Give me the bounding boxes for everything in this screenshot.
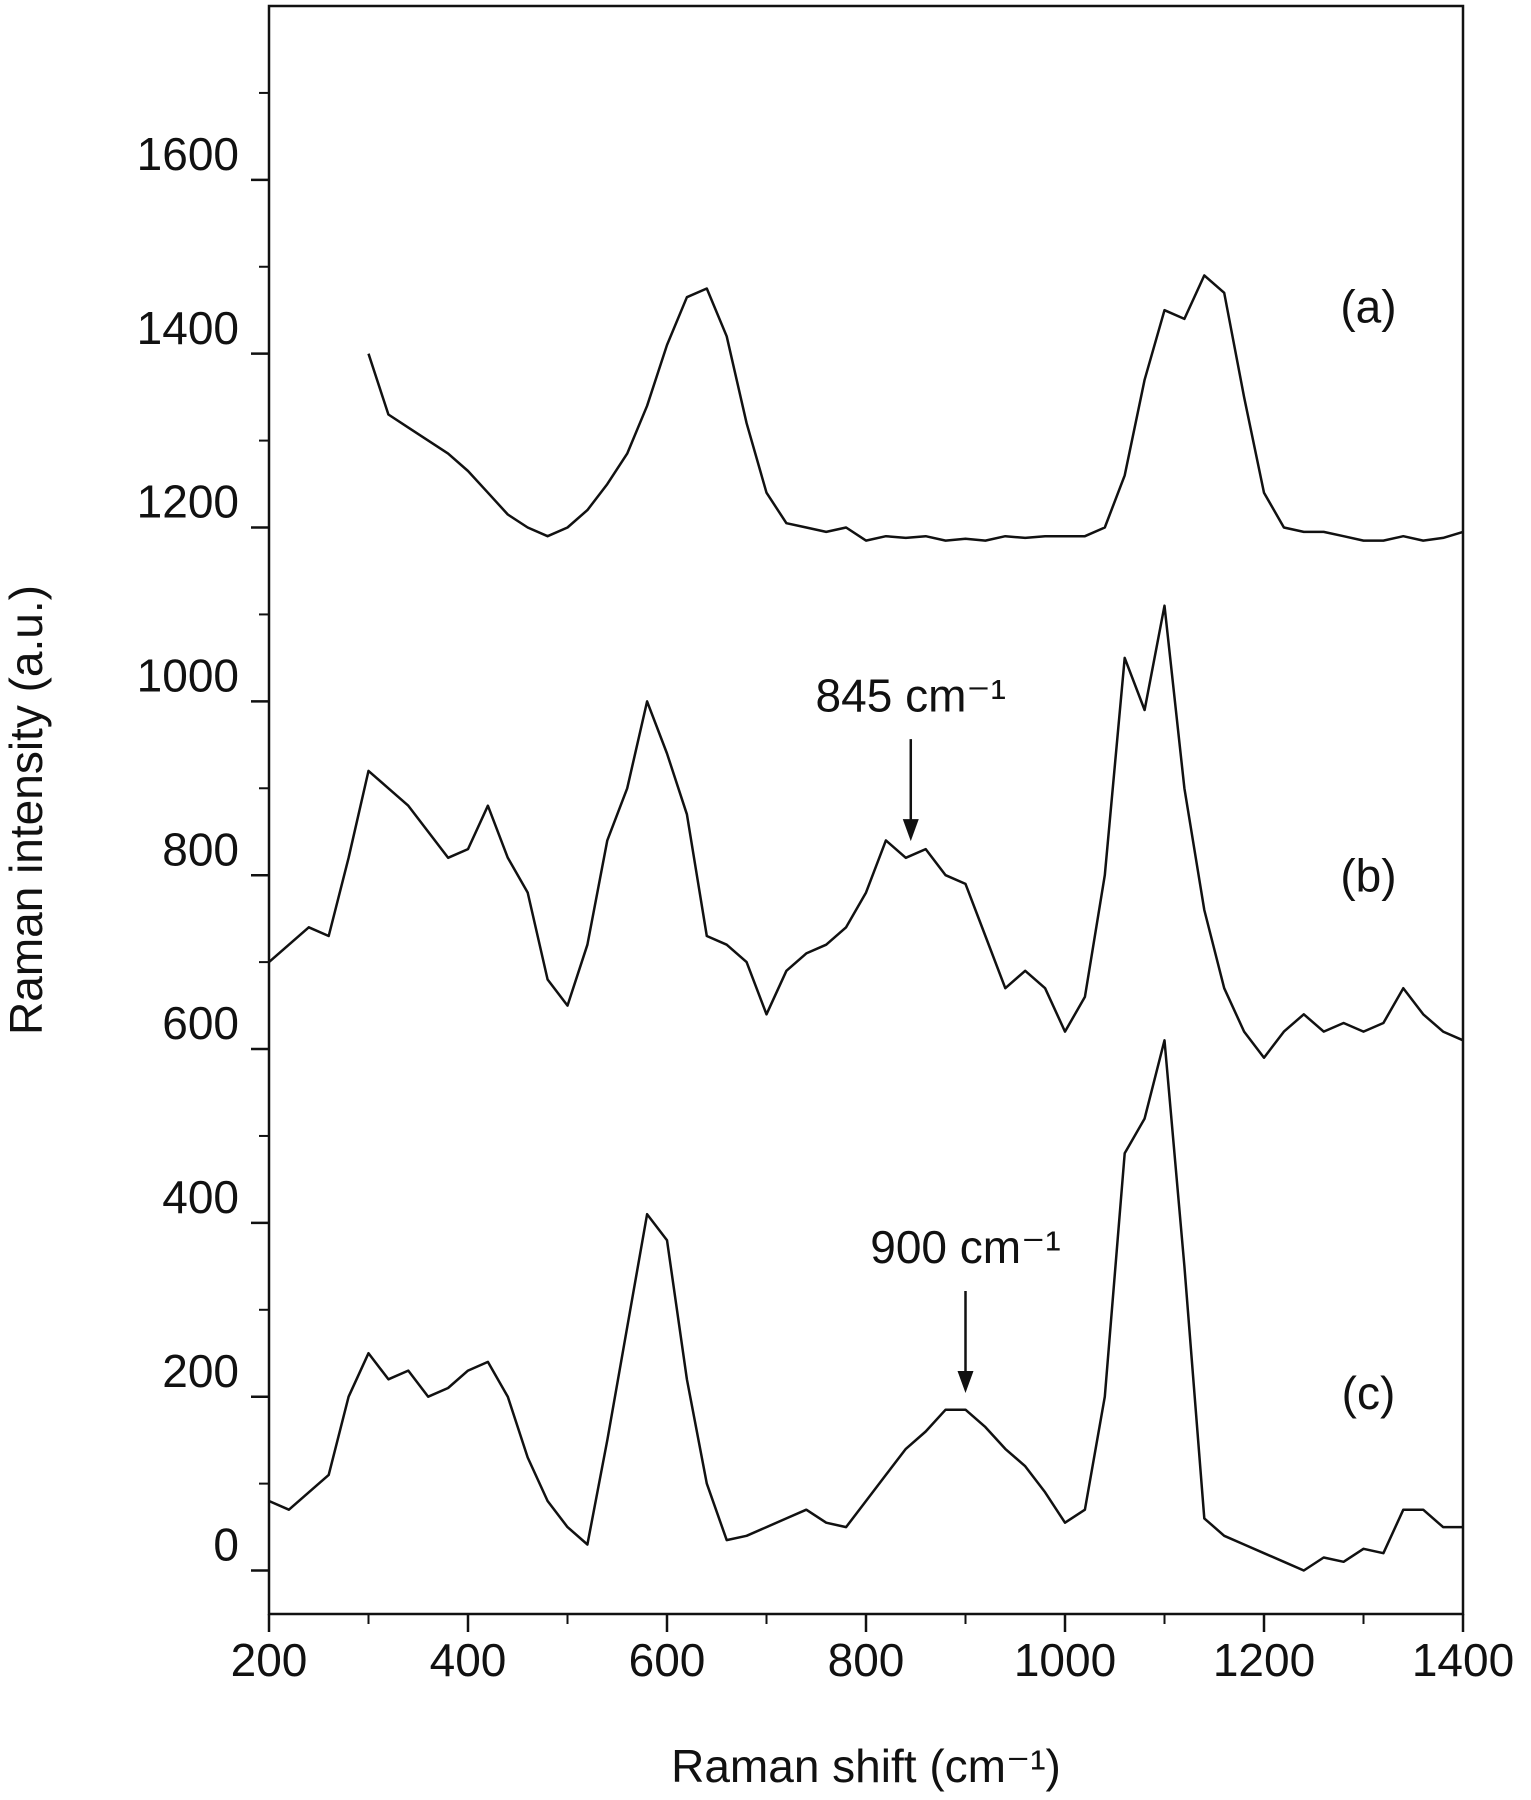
y-tick-label: 1600 <box>137 128 239 180</box>
y-tick-label: 1400 <box>137 302 239 354</box>
annotation: (a) <box>1340 280 1396 332</box>
annotation: (c) <box>1342 1367 1396 1419</box>
annotation: 845 cm⁻¹ <box>816 669 1006 721</box>
x-tick-label: 800 <box>828 1634 905 1686</box>
y-tick-label: 0 <box>213 1519 239 1571</box>
x-tick-label: 400 <box>430 1634 507 1686</box>
y-axis-label: Raman intensity (a.u.) <box>0 585 52 1035</box>
y-tick-label: 1200 <box>137 476 239 528</box>
spectrum-line <box>268 604 1464 1059</box>
annotation-arrowhead <box>902 819 919 842</box>
y-tick-label: 1000 <box>137 650 239 702</box>
plot-frame <box>267 4 1465 1616</box>
spectrum-line <box>268 1039 1463 1572</box>
y-tick-label: 400 <box>162 1171 239 1223</box>
y-tick-label: 600 <box>162 997 239 1049</box>
x-axis-label: Raman shift (cm⁻¹) <box>671 1740 1061 1792</box>
x-tick-label: 1400 <box>1412 1634 1514 1686</box>
y-tick-label: 200 <box>162 1345 239 1397</box>
x-tick-label: 1200 <box>1213 1634 1315 1686</box>
x-tick-label: 600 <box>629 1634 706 1686</box>
y-tick-label: 800 <box>162 823 239 875</box>
x-tick-label: 200 <box>231 1634 308 1686</box>
spectrum-line <box>367 274 1464 542</box>
annotation: 900 cm⁻¹ <box>870 1221 1060 1273</box>
annotation-arrowhead <box>957 1371 974 1394</box>
annotation: (b) <box>1340 850 1396 902</box>
x-tick-label: 1000 <box>1014 1634 1116 1686</box>
